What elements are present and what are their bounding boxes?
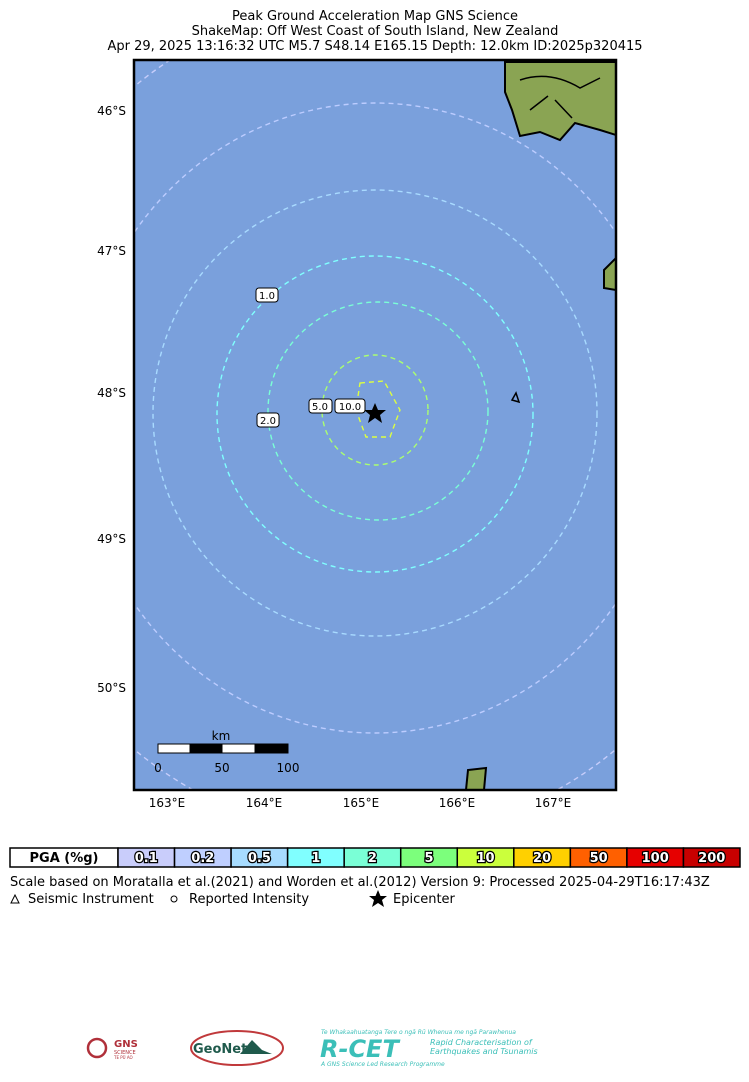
title-line: Apr 29, 2025 13:16:32 UTC M5.7 S48.14 E1… <box>107 39 642 54</box>
land <box>603 256 616 292</box>
lon-labels: 163°E 164°E 165°E 166°E 167°E <box>149 796 572 810</box>
contour-0-5 <box>152 189 598 637</box>
contour-0-2 <box>134 102 616 734</box>
map-frame <box>132 58 618 792</box>
lon-label: 166°E <box>439 796 476 810</box>
title-line: Peak Ground Acceleration Map GNS Science <box>232 9 518 24</box>
star-icon <box>369 890 387 907</box>
scale-label: 0 <box>154 761 162 775</box>
legend-label: 0.5 <box>248 851 271 866</box>
legend-label: 0.1 <box>135 851 158 866</box>
scale-unit: km <box>212 729 231 743</box>
contour-1 <box>216 255 534 573</box>
rcet-text: Earthquakes and Tsunamis <box>430 1047 538 1056</box>
legend-label: 2 <box>368 851 377 866</box>
legend-label: 0.2 <box>191 851 214 866</box>
lat-label: 50°S <box>97 681 126 695</box>
land <box>504 61 616 142</box>
islet <box>510 391 521 404</box>
land <box>464 766 488 790</box>
contour-5 <box>321 354 429 466</box>
gns-icon <box>86 1037 108 1059</box>
epicenter-star <box>364 403 386 423</box>
legend-label: 200 <box>698 851 725 866</box>
triangle-icon <box>10 893 20 904</box>
rcet-text: Te Whakaahuatanga Tere o ngā Rū Whenua m… <box>321 1029 516 1036</box>
scale-label: 50 <box>214 761 229 775</box>
lon-label: 165°E <box>343 796 380 810</box>
legend-label: 5 <box>424 851 433 866</box>
lat-label: 49°S <box>97 532 126 546</box>
scale-seg <box>189 743 223 754</box>
lon-label: 167°E <box>535 796 572 810</box>
symbol-label: Reported Intensity <box>189 892 309 907</box>
legend-label: 1 <box>311 851 320 866</box>
lat-label: 48°S <box>97 386 126 400</box>
label-box <box>256 412 280 428</box>
contour-label: 2.0 <box>260 416 276 427</box>
map: 1.0 2.0 5.0 10.0 km 0 50 100 46°S 47°S 4… <box>97 58 618 810</box>
contour-labels: 1.0 2.0 5.0 10.0 <box>255 287 366 428</box>
symbol-label: Seismic Instrument <box>28 892 154 907</box>
geonet-text: GeoNet <box>193 1042 247 1057</box>
ocean <box>134 60 616 790</box>
legend-header: PGA (%g) <box>30 851 99 866</box>
contour-label: 5.0 <box>312 402 328 413</box>
scale-seg <box>254 743 289 754</box>
geonet-mark <box>240 1040 272 1054</box>
rcet-text: A GNS Science Led Research Programme <box>320 1061 445 1068</box>
legend-label: 100 <box>642 851 669 866</box>
scale-bar: km 0 50 100 <box>154 729 299 775</box>
gns-text: GNS <box>114 1039 138 1050</box>
lat-label: 47°S <box>97 244 126 258</box>
legend-cell <box>682 847 741 868</box>
logos: GNS SCIENCE TE PŪ AO GeoNet Te Whakaahua… <box>86 1029 538 1068</box>
circle-icon <box>170 895 178 903</box>
gns-text: SCIENCE <box>114 1050 136 1056</box>
scale-seg <box>157 743 191 754</box>
title-line: ShakeMap: Off West Coast of South Island… <box>192 24 559 39</box>
scale-label: 100 <box>277 761 300 775</box>
scale-seg <box>221 743 256 754</box>
gns-text: TE PŪ AO <box>113 1055 133 1060</box>
lon-label: 164°E <box>246 796 283 810</box>
legend-label: 20 <box>533 851 551 866</box>
lat-labels: 46°S 47°S 48°S 49°S 50°S <box>97 104 126 695</box>
geonet-ring <box>190 1030 284 1066</box>
symbol-label: Epicenter <box>393 892 456 907</box>
symbol-legend: Seismic Instrument Reported Intensity Ep… <box>10 890 456 907</box>
label-box <box>334 398 366 414</box>
pga-legend: PGA (%g) 0.1 0.2 0.5 1 2 5 10 20 50 100 200 <box>9 847 741 868</box>
contour-label: 10.0 <box>339 402 361 413</box>
legend-note: Scale based on Moratalla et al.(2021) an… <box>10 875 710 890</box>
lon-label: 163°E <box>149 796 186 810</box>
label-box <box>308 398 333 414</box>
contour-label: 1.0 <box>259 291 275 302</box>
contours <box>134 60 616 790</box>
legend-label: 10 <box>476 851 494 866</box>
label-box <box>255 287 279 303</box>
rcet-text: Rapid Characterisation of <box>430 1038 533 1047</box>
rcet-title: R-CET <box>320 1035 400 1063</box>
contour-2 <box>267 301 489 521</box>
lat-label: 46°S <box>97 104 126 118</box>
legend-label: 50 <box>590 851 608 866</box>
coastline-detail <box>519 75 601 119</box>
